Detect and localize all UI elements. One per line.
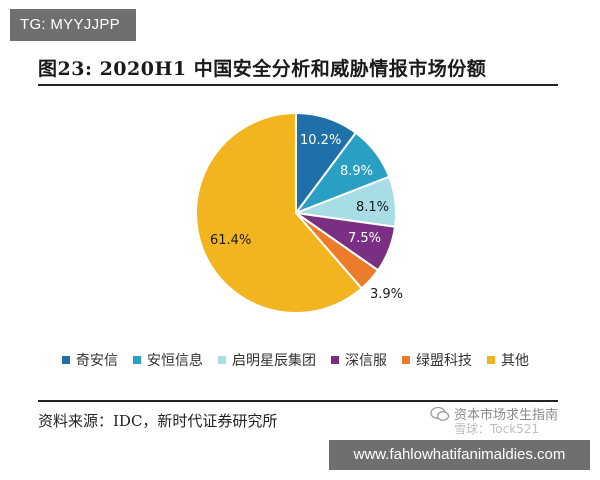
- legend-swatch: [402, 356, 410, 364]
- legend-swatch: [62, 356, 70, 364]
- watermark-text: 资本市场求生指南: [454, 408, 559, 423]
- legend-item: 其他: [487, 350, 529, 370]
- legend-label: 安恒信息: [147, 353, 203, 369]
- slice-label: 61.4%: [210, 233, 251, 248]
- chart-title: 图23: 2020H1 中国安全分析和威胁情报市场份额: [38, 58, 487, 80]
- tg-badge: TG: MYYJJPP: [10, 9, 136, 41]
- legend-swatch: [218, 356, 226, 364]
- legend-label: 绿盟科技: [416, 353, 472, 369]
- slice-label: 8.9%: [340, 164, 373, 179]
- url-banner[interactable]: www.fahlowhatifanimaldies.com: [329, 440, 590, 470]
- slice-label: 3.9%: [370, 287, 403, 302]
- legend-label: 其他: [501, 353, 529, 369]
- chart-legend: 奇安信 安恒信息 启明星辰集团 深信服 绿盟科技 其他: [62, 348, 542, 372]
- legend-item: 深信服: [331, 350, 387, 370]
- source-note: 资料来源：IDC，新时代证券研究所: [38, 412, 278, 430]
- pie-slice: [195, 111, 364, 314]
- slice-label: 7.5%: [348, 231, 381, 246]
- legend-swatch: [133, 356, 141, 364]
- legend-swatch: [331, 356, 339, 364]
- title-divider: [38, 84, 558, 86]
- legend-item: 安恒信息: [133, 350, 203, 370]
- watermark-subtext: 雪球：Tock521: [454, 422, 540, 436]
- legend-label: 启明星辰集团: [232, 353, 316, 369]
- legend-swatch: [487, 356, 495, 364]
- slice-label: 8.1%: [356, 200, 389, 215]
- legend-item: 奇安信: [62, 350, 118, 370]
- wechat-logo-icon: [430, 406, 450, 421]
- legend-label: 奇安信: [76, 353, 118, 369]
- slice-label: 10.2%: [300, 133, 341, 148]
- source-divider: [38, 400, 558, 402]
- legend-item: 启明星辰集团: [218, 350, 316, 370]
- legend-item: 绿盟科技: [402, 350, 472, 370]
- legend-label: 深信服: [345, 353, 387, 369]
